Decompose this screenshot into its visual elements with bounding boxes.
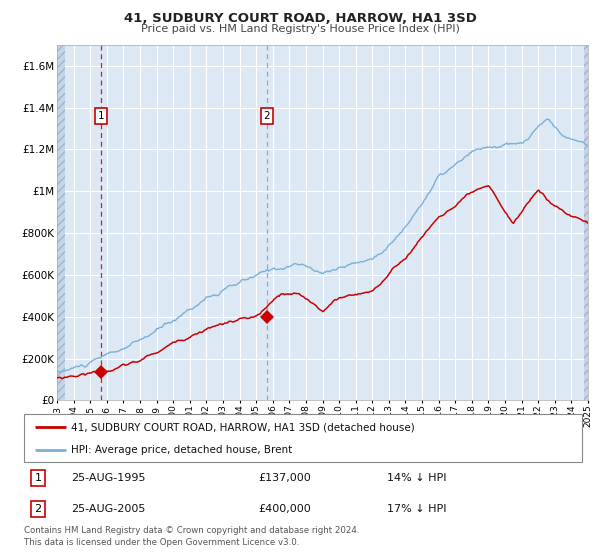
- Text: £400,000: £400,000: [259, 504, 311, 514]
- Text: Price paid vs. HM Land Registry's House Price Index (HPI): Price paid vs. HM Land Registry's House …: [140, 24, 460, 34]
- Text: 1: 1: [98, 111, 104, 121]
- Text: 17% ↓ HPI: 17% ↓ HPI: [387, 504, 446, 514]
- Text: Contains HM Land Registry data © Crown copyright and database right 2024.
This d: Contains HM Land Registry data © Crown c…: [24, 526, 359, 547]
- Text: 25-AUG-1995: 25-AUG-1995: [71, 473, 146, 483]
- Text: 41, SUDBURY COURT ROAD, HARROW, HA1 3SD (detached house): 41, SUDBURY COURT ROAD, HARROW, HA1 3SD …: [71, 422, 415, 432]
- Text: 1: 1: [34, 473, 41, 483]
- Text: 2: 2: [34, 504, 41, 514]
- Text: 2: 2: [263, 111, 270, 121]
- Text: 25-AUG-2005: 25-AUG-2005: [71, 504, 146, 514]
- Text: HPI: Average price, detached house, Brent: HPI: Average price, detached house, Bren…: [71, 445, 293, 455]
- Text: 41, SUDBURY COURT ROAD, HARROW, HA1 3SD: 41, SUDBURY COURT ROAD, HARROW, HA1 3SD: [124, 12, 476, 25]
- Bar: [584, 45, 588, 400]
- Text: £137,000: £137,000: [259, 473, 311, 483]
- Text: 14% ↓ HPI: 14% ↓ HPI: [387, 473, 446, 483]
- Bar: [57, 45, 65, 400]
